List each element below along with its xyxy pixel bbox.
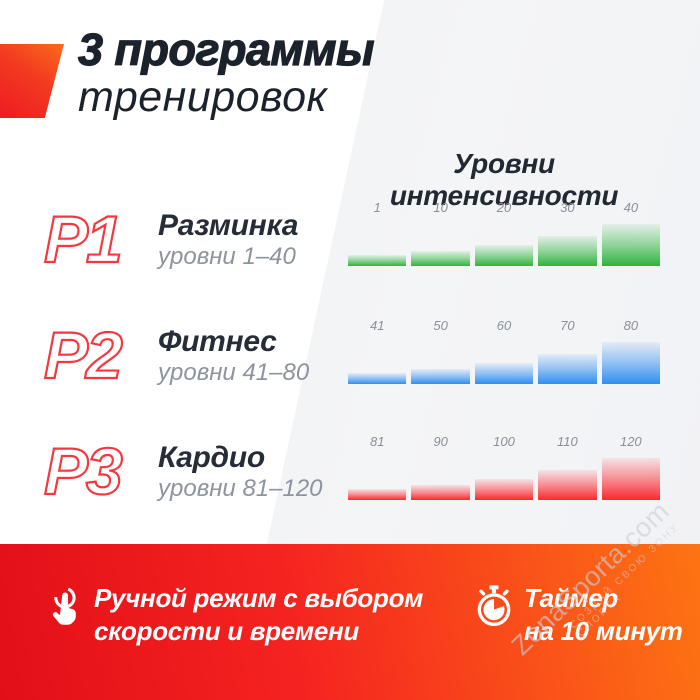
title-line-2: тренировок [78, 73, 328, 121]
title-line-1: 3 программы [77, 24, 375, 75]
program-range: уровни 41–80 [158, 358, 310, 386]
intensity-bar [348, 373, 407, 384]
bar-label: 81 [369, 434, 385, 449]
program-row-p2: P2 Фитнес уровни 41–80 [43, 318, 309, 392]
intensity-bar [538, 354, 597, 384]
intensity-bar [474, 363, 534, 384]
bar-label: 100 [493, 434, 515, 449]
intensity-chart-p3: 81 90 100 110 120 [348, 434, 661, 500]
feature-timer: Таймер на 10 минут [472, 582, 683, 648]
intensity-bar [348, 255, 407, 266]
intensity-bar [348, 489, 407, 500]
bar-label: 80 [623, 318, 639, 333]
bar-label: 50 [433, 318, 448, 333]
bar-label: 110 [557, 434, 578, 449]
bar-label: 120 [619, 434, 642, 449]
bar-label: 30 [560, 200, 575, 215]
intensity-bar [601, 224, 661, 266]
program-name: Фитнес [158, 324, 277, 358]
bar-label: 10 [433, 200, 448, 215]
bar-label: 90 [433, 434, 448, 449]
bar-label: 60 [496, 318, 512, 333]
title-accent-shape [0, 44, 64, 118]
intensity-bar [538, 470, 597, 500]
intensity-bar [474, 479, 534, 500]
feature-line: скорости и времени [94, 616, 359, 646]
program-range: уровни 81–120 [158, 474, 323, 502]
chart-labels: 81 90 100 110 120 [348, 434, 660, 452]
intensity-bar [474, 245, 534, 266]
program-text-p3: Кардио уровни 81–120 [158, 441, 323, 502]
tap-hand-icon [52, 587, 76, 625]
intensity-bar [538, 236, 597, 266]
program-row-p3: P3 Кардио уровни 81–120 [43, 434, 323, 508]
intensity-chart-p1: 1 10 20 30 40 [348, 200, 661, 266]
program-range: уровни 1–40 [158, 242, 296, 270]
chart-bars [348, 458, 661, 500]
program-name: Кардио [158, 440, 265, 474]
chart-labels: 41 50 60 70 80 [348, 318, 660, 336]
feature-line: на 10 минут [524, 616, 683, 646]
intensity-bar [411, 369, 470, 384]
intensity-bar [411, 485, 470, 500]
chart-bars [348, 342, 661, 384]
chart-labels: 1 10 20 30 40 [348, 200, 660, 218]
feature-line: Ручной режим с выбором [94, 583, 424, 613]
chart-bars [348, 224, 661, 266]
features-band [0, 544, 700, 700]
stopwatch-icon [477, 585, 511, 626]
program-code-p1: P1 [43, 202, 124, 276]
intensity-bar [411, 251, 470, 266]
program-text-p2: Фитнес уровни 41–80 [158, 325, 309, 386]
feature-line: Таймер [524, 583, 618, 613]
intensity-bar [601, 458, 661, 500]
bar-label: 1 [373, 200, 381, 215]
bar-label: 70 [560, 318, 575, 333]
feature-text: Таймер на 10 минут [524, 582, 683, 648]
intensity-chart-p2: 41 50 60 70 80 [348, 318, 661, 384]
program-row-p1: P1 Разминка уровни 1–40 [43, 202, 299, 276]
program-text-p1: Разминка уровни 1–40 [158, 209, 298, 270]
program-code-p2: P2 [43, 318, 124, 392]
intensity-bar [601, 342, 661, 384]
page-title: 3 программы тренировок [77, 24, 375, 121]
program-name: Разминка [158, 208, 299, 242]
intensity-heading: Уровни интенсивности [389, 148, 619, 211]
bar-label: 41 [369, 318, 385, 333]
bar-label: 20 [496, 200, 512, 215]
feature-manual-mode: Ручной режим с выбором скорости и времен… [42, 582, 423, 648]
bar-label: 40 [623, 200, 639, 215]
feature-text: Ручной режим с выбором скорости и времен… [94, 582, 423, 648]
program-code-p3: P3 [43, 434, 124, 508]
